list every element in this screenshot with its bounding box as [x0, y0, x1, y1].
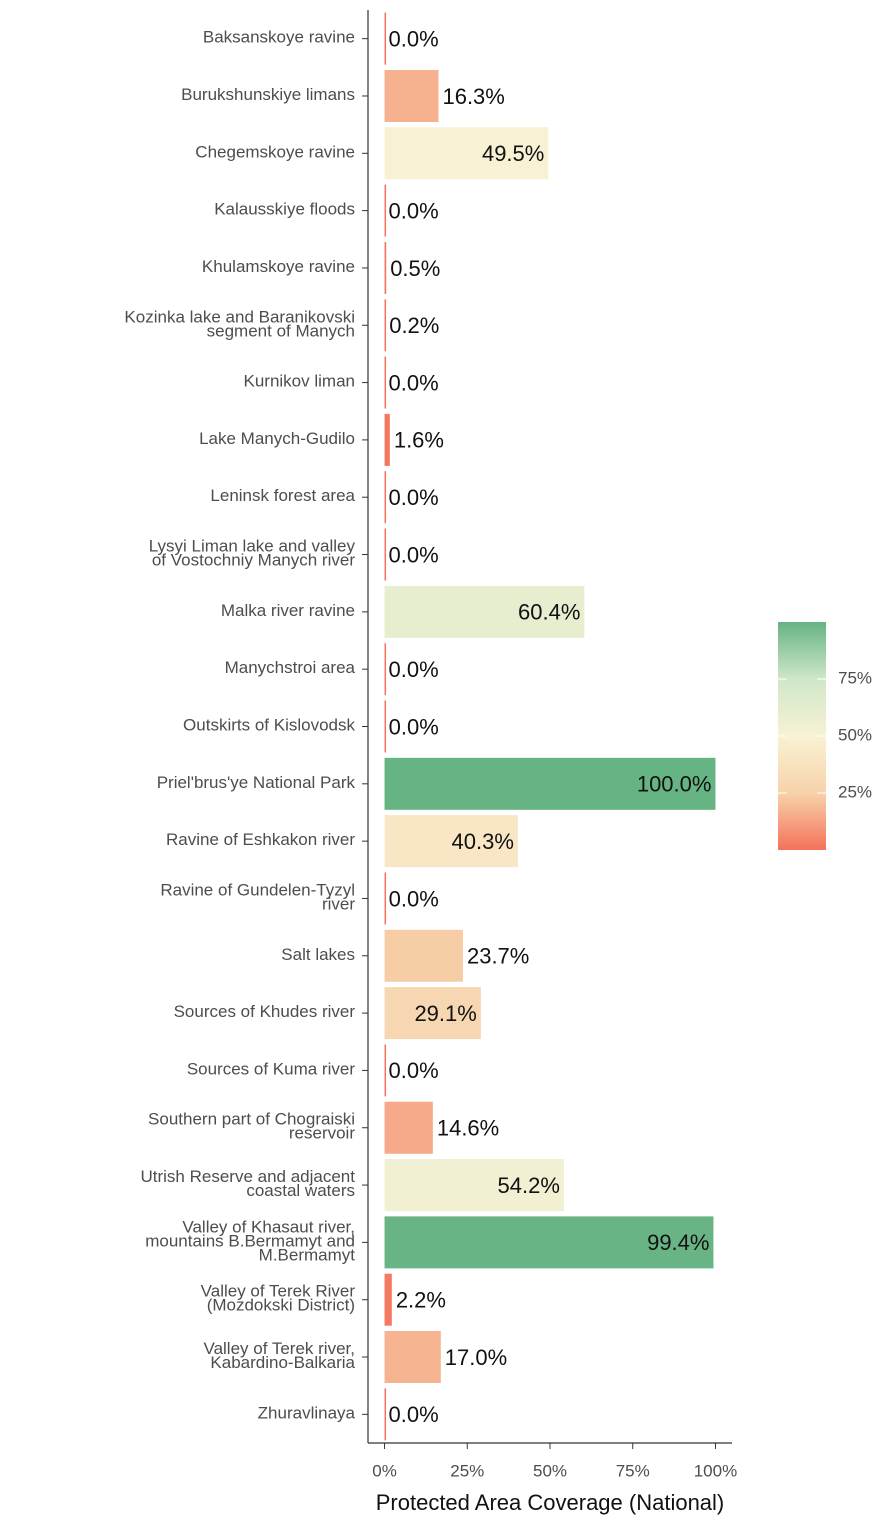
value-label: 40.3% — [452, 829, 514, 854]
bar — [384, 929, 463, 982]
bar — [384, 356, 387, 409]
value-label: 2.2% — [396, 1288, 446, 1313]
y-tick-label: Burukshunskiye limans — [181, 85, 355, 104]
bar — [384, 1216, 714, 1269]
legend-tick-label: 25% — [838, 782, 872, 801]
value-label: 0.0% — [389, 26, 439, 51]
y-tick-label: Kozinka lake and Baranikovski segment of … — [124, 308, 355, 341]
y-tick-label: Ravine of Eshkakon river — [166, 831, 355, 850]
x-tick-label: 0% — [372, 1461, 397, 1480]
y-tick-label: Zhuravlinaya — [258, 1404, 356, 1423]
bar — [384, 241, 387, 294]
bar — [384, 12, 387, 65]
value-label: 0.0% — [389, 542, 439, 567]
y-tick-label: Utrish Reserve and adjacent coastal water… — [140, 1168, 355, 1201]
bar — [384, 872, 387, 925]
bar — [384, 585, 585, 638]
y-tick-label: Malka river ravine — [221, 601, 355, 620]
bar — [384, 1331, 441, 1384]
bar — [384, 471, 387, 524]
y-tick-label: Baksanskoye ravine — [203, 28, 355, 47]
bar — [384, 184, 387, 237]
x-tick-label: 75% — [616, 1461, 650, 1480]
value-label: 0.0% — [389, 370, 439, 395]
value-label: 14.6% — [437, 1116, 499, 1141]
bar — [384, 987, 481, 1040]
bar — [384, 413, 390, 466]
bar — [384, 757, 716, 810]
y-tick-label: Kurnikov liman — [244, 372, 356, 391]
value-label: 1.6% — [394, 428, 444, 453]
value-label: 23.7% — [467, 944, 529, 969]
value-label: 99.4% — [647, 1230, 709, 1255]
x-tick-label: 50% — [533, 1461, 567, 1480]
bar — [384, 528, 387, 581]
bar — [384, 1044, 387, 1097]
value-label: 49.5% — [482, 141, 544, 166]
value-label: 100.0% — [637, 772, 712, 797]
value-label: 60.4% — [518, 600, 580, 625]
y-tick-label: Chegemskoye ravine — [195, 143, 355, 162]
bar — [384, 815, 518, 868]
y-tick-label: Khulamskoye ravine — [202, 257, 355, 276]
value-label: 54.2% — [498, 1173, 560, 1198]
y-tick-label: Ravine of Gundelen-Tyzyl river — [160, 881, 355, 914]
y-tick-label: Sources of Kuma river — [187, 1060, 356, 1079]
y-tick-label: Southern part of Chograiski reservoir — [148, 1110, 355, 1143]
y-tick-label: Outskirts of Kislovodsk — [183, 716, 355, 735]
bar — [384, 69, 439, 122]
y-tick-label: Sources of Khudes river — [174, 1003, 356, 1022]
y-tick-label: Priel'brus'ye National Park — [157, 773, 356, 792]
x-axis-title: Protected Area Coverage (National) — [376, 1490, 725, 1515]
bar — [384, 299, 387, 352]
value-label: 0.0% — [389, 198, 439, 223]
bar — [384, 700, 387, 753]
value-label: 0.0% — [389, 657, 439, 682]
value-label: 0.0% — [389, 485, 439, 510]
y-tick-label: Leninsk forest area — [210, 487, 355, 506]
y-tick-label: Valley of Terek River (Mozdokski District… — [201, 1282, 356, 1315]
value-label: 0.0% — [389, 1058, 439, 1083]
x-tick-label: 100% — [694, 1461, 737, 1480]
bar — [384, 643, 387, 696]
y-tick-label: Manychstroi area — [225, 659, 356, 678]
y-tick-label: Salt lakes — [281, 945, 355, 964]
bar — [384, 127, 549, 180]
legend-tick-label: 75% — [838, 668, 872, 687]
value-label: 29.1% — [414, 1001, 476, 1026]
value-label: 0.2% — [389, 313, 439, 338]
y-tick-label: Valley of Khasaut river, mountains B.Berm… — [145, 1218, 355, 1265]
bar — [384, 1101, 433, 1154]
value-label: 17.0% — [445, 1345, 507, 1370]
legend-tick-label: 50% — [838, 725, 872, 744]
value-label: 0.0% — [389, 714, 439, 739]
value-label: 0.0% — [389, 886, 439, 911]
x-tick-label: 25% — [450, 1461, 484, 1480]
y-tick-label: Lake Manych-Gudilo — [199, 429, 355, 448]
bar — [384, 1273, 392, 1326]
y-tick-label: Kalausskiye floods — [214, 200, 355, 219]
value-label: 16.3% — [442, 84, 504, 109]
value-label: 0.0% — [389, 1402, 439, 1427]
y-tick-label: Valley of Terek river, Kabardino-Balkaria — [204, 1340, 356, 1373]
bar — [384, 1159, 564, 1212]
y-tick-label: Lysyi Liman lake and valley of Vostochniy… — [149, 537, 356, 570]
bar — [384, 1388, 387, 1441]
value-label: 0.5% — [390, 256, 440, 281]
